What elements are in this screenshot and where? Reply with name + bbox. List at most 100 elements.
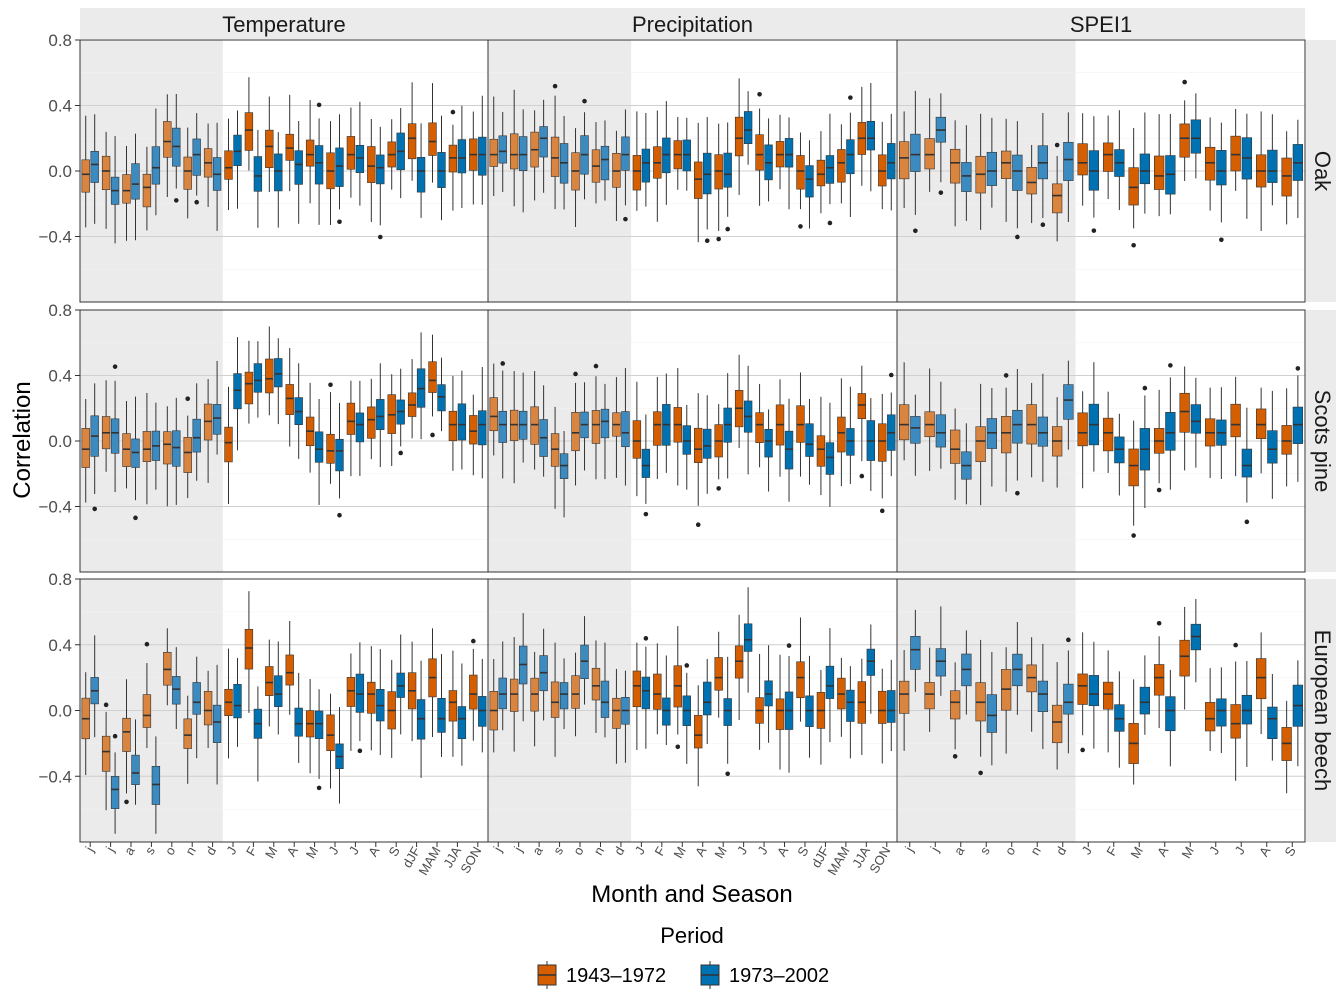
box-scots-pine-precipitation-j-1973-2002 bbox=[641, 414, 651, 517]
box-body bbox=[961, 162, 972, 192]
box-body bbox=[910, 636, 921, 670]
x-tick-label: MAM bbox=[415, 844, 443, 878]
box-body bbox=[326, 714, 335, 752]
box-european-beech-temperature-mam-1973-2002 bbox=[437, 654, 446, 757]
panel-border bbox=[896, 309, 1306, 573]
box-oak-precipitation-mam-1943-1972 bbox=[837, 124, 846, 204]
box-european-beech-spei1-d-1943-1972 bbox=[1051, 662, 1063, 770]
outlier-point bbox=[725, 226, 730, 232]
box-scots-pine-spei1-m-1943-1972 bbox=[1179, 366, 1190, 471]
box-body bbox=[1051, 183, 1063, 214]
box-oak-precipitation-m-1943-1972 bbox=[673, 116, 682, 190]
box-body bbox=[600, 408, 610, 439]
outlier-point bbox=[103, 702, 109, 708]
box-european-beech-spei1-j-1943-1972 bbox=[1204, 668, 1216, 751]
outlier-point bbox=[133, 515, 138, 521]
box-body bbox=[1267, 706, 1278, 740]
box-body bbox=[530, 406, 539, 445]
x-tick-label: A bbox=[1154, 844, 1171, 859]
box-european-beech-precipitation-a-1943-1972 bbox=[775, 654, 785, 770]
box-body bbox=[866, 120, 876, 151]
box-oak-precipitation-djf-1943-1972 bbox=[816, 131, 826, 214]
box-european-beech-precipitation-m-1943-1972 bbox=[714, 631, 723, 718]
box-scots-pine-temperature-s-1943-1972 bbox=[142, 392, 152, 505]
box-oak-spei1-o-1943-1972 bbox=[1000, 118, 1012, 222]
box-oak-spei1-j-1943-1972 bbox=[1204, 117, 1216, 211]
box-european-beech-precipitation-j-1943-1972 bbox=[734, 614, 744, 721]
box-oak-spei1-j-1973-2002 bbox=[910, 90, 921, 234]
x-tick-label: j bbox=[901, 844, 916, 855]
box-body bbox=[949, 429, 961, 464]
box-oak-spei1-o-1973-2002 bbox=[1012, 121, 1023, 240]
box-scots-pine-precipitation-j-1973-2002 bbox=[518, 372, 528, 463]
box-body bbox=[233, 373, 242, 410]
box-scots-pine-spei1-a-1943-1972 bbox=[1153, 389, 1165, 493]
box-oak-temperature-s-1973-2002 bbox=[151, 108, 161, 216]
box-european-beech-spei1-a-1973-2002 bbox=[961, 630, 972, 715]
box-body bbox=[355, 412, 365, 443]
box-oak-temperature-n-1973-2002 bbox=[192, 113, 201, 205]
x-tick-label: a bbox=[951, 843, 968, 857]
box-oak-temperature-j-1973-2002 bbox=[233, 110, 242, 209]
box-oak-spei1-m-1973-2002 bbox=[1190, 93, 1202, 179]
box-body bbox=[816, 435, 826, 467]
box-scots-pine-spei1-a-1973-2002 bbox=[961, 423, 972, 505]
x-tick-label: s bbox=[142, 844, 158, 858]
x-tick-label: J bbox=[1079, 844, 1095, 857]
strip-label-precipitation: Precipitation bbox=[632, 12, 753, 37]
box-scots-pine-temperature-m-1973-2002 bbox=[314, 399, 324, 505]
x-tick-label: J bbox=[223, 844, 239, 857]
box-scots-pine-spei1-s-1943-1972 bbox=[975, 383, 986, 506]
box-european-beech-temperature-n-1973-2002 bbox=[192, 656, 201, 759]
x-tick-label: d bbox=[1053, 844, 1070, 858]
box-european-beech-spei1-f-1943-1972 bbox=[1102, 650, 1114, 753]
box-scots-pine-temperature-m-1943-1972 bbox=[265, 326, 274, 416]
box-scots-pine-temperature-j-1943-1972 bbox=[346, 380, 356, 477]
box-oak-spei1-d-1973-2002 bbox=[1063, 112, 1074, 222]
box-body bbox=[367, 146, 376, 183]
box-body bbox=[81, 159, 90, 193]
box-european-beech-precipitation-m-1943-1972 bbox=[673, 626, 682, 750]
box-body bbox=[1216, 150, 1227, 186]
box-oak-precipitation-son-1973-2002 bbox=[887, 113, 896, 211]
box-european-beech-temperature-j-1943-1972 bbox=[81, 672, 90, 776]
box-body bbox=[1012, 409, 1023, 444]
box-european-beech-spei1-m-1973-2002 bbox=[1139, 655, 1151, 735]
box-body bbox=[101, 155, 111, 191]
strip-temperature bbox=[80, 8, 488, 39]
box-european-beech-precipitation-djf-1973-2002 bbox=[825, 628, 835, 743]
box-oak-temperature-s-1943-1972 bbox=[142, 146, 152, 231]
y-tick-label: 0.0 bbox=[48, 702, 72, 721]
box-european-beech-temperature-f-1943-1972 bbox=[244, 591, 254, 713]
outlier-point bbox=[552, 83, 558, 89]
box-oak-precipitation-j-1973-2002 bbox=[743, 91, 753, 165]
outlier-point bbox=[1015, 234, 1020, 240]
box-body bbox=[682, 425, 691, 455]
box-body bbox=[122, 717, 131, 752]
box-body bbox=[1063, 384, 1074, 420]
box-body bbox=[489, 397, 498, 432]
x-tick-label: MAM bbox=[824, 844, 852, 878]
x-tick-label: J bbox=[1232, 844, 1248, 857]
box-european-beech-precipitation-jja-1943-1972 bbox=[857, 658, 867, 755]
outlier-point bbox=[593, 363, 599, 369]
box-oak-precipitation-j-1943-1972 bbox=[632, 111, 642, 211]
box-body bbox=[550, 681, 560, 718]
box-scots-pine-temperature-son-1943-1972 bbox=[469, 394, 478, 476]
box-oak-spei1-j-1943-1972 bbox=[1077, 113, 1088, 206]
box-european-beech-temperature-j-1943-1972 bbox=[346, 653, 356, 751]
outlier-point bbox=[716, 236, 721, 242]
box-oak-spei1-m-1973-2002 bbox=[1139, 112, 1151, 214]
legend-key-1973-2002 bbox=[700, 961, 720, 989]
box-scots-pine-precipitation-mam-1973-2002 bbox=[846, 386, 855, 484]
box-european-beech-precipitation-o-1973-2002 bbox=[580, 616, 589, 705]
outlier-point bbox=[124, 799, 129, 805]
outlier-point bbox=[978, 770, 983, 776]
box-body bbox=[1037, 416, 1049, 447]
box-body bbox=[244, 628, 254, 670]
outlier-point bbox=[430, 432, 435, 438]
box-scots-pine-precipitation-a-1973-2002 bbox=[784, 398, 794, 502]
x-tick-label: o bbox=[570, 844, 587, 858]
box-body bbox=[346, 677, 356, 707]
box-body bbox=[641, 148, 651, 183]
